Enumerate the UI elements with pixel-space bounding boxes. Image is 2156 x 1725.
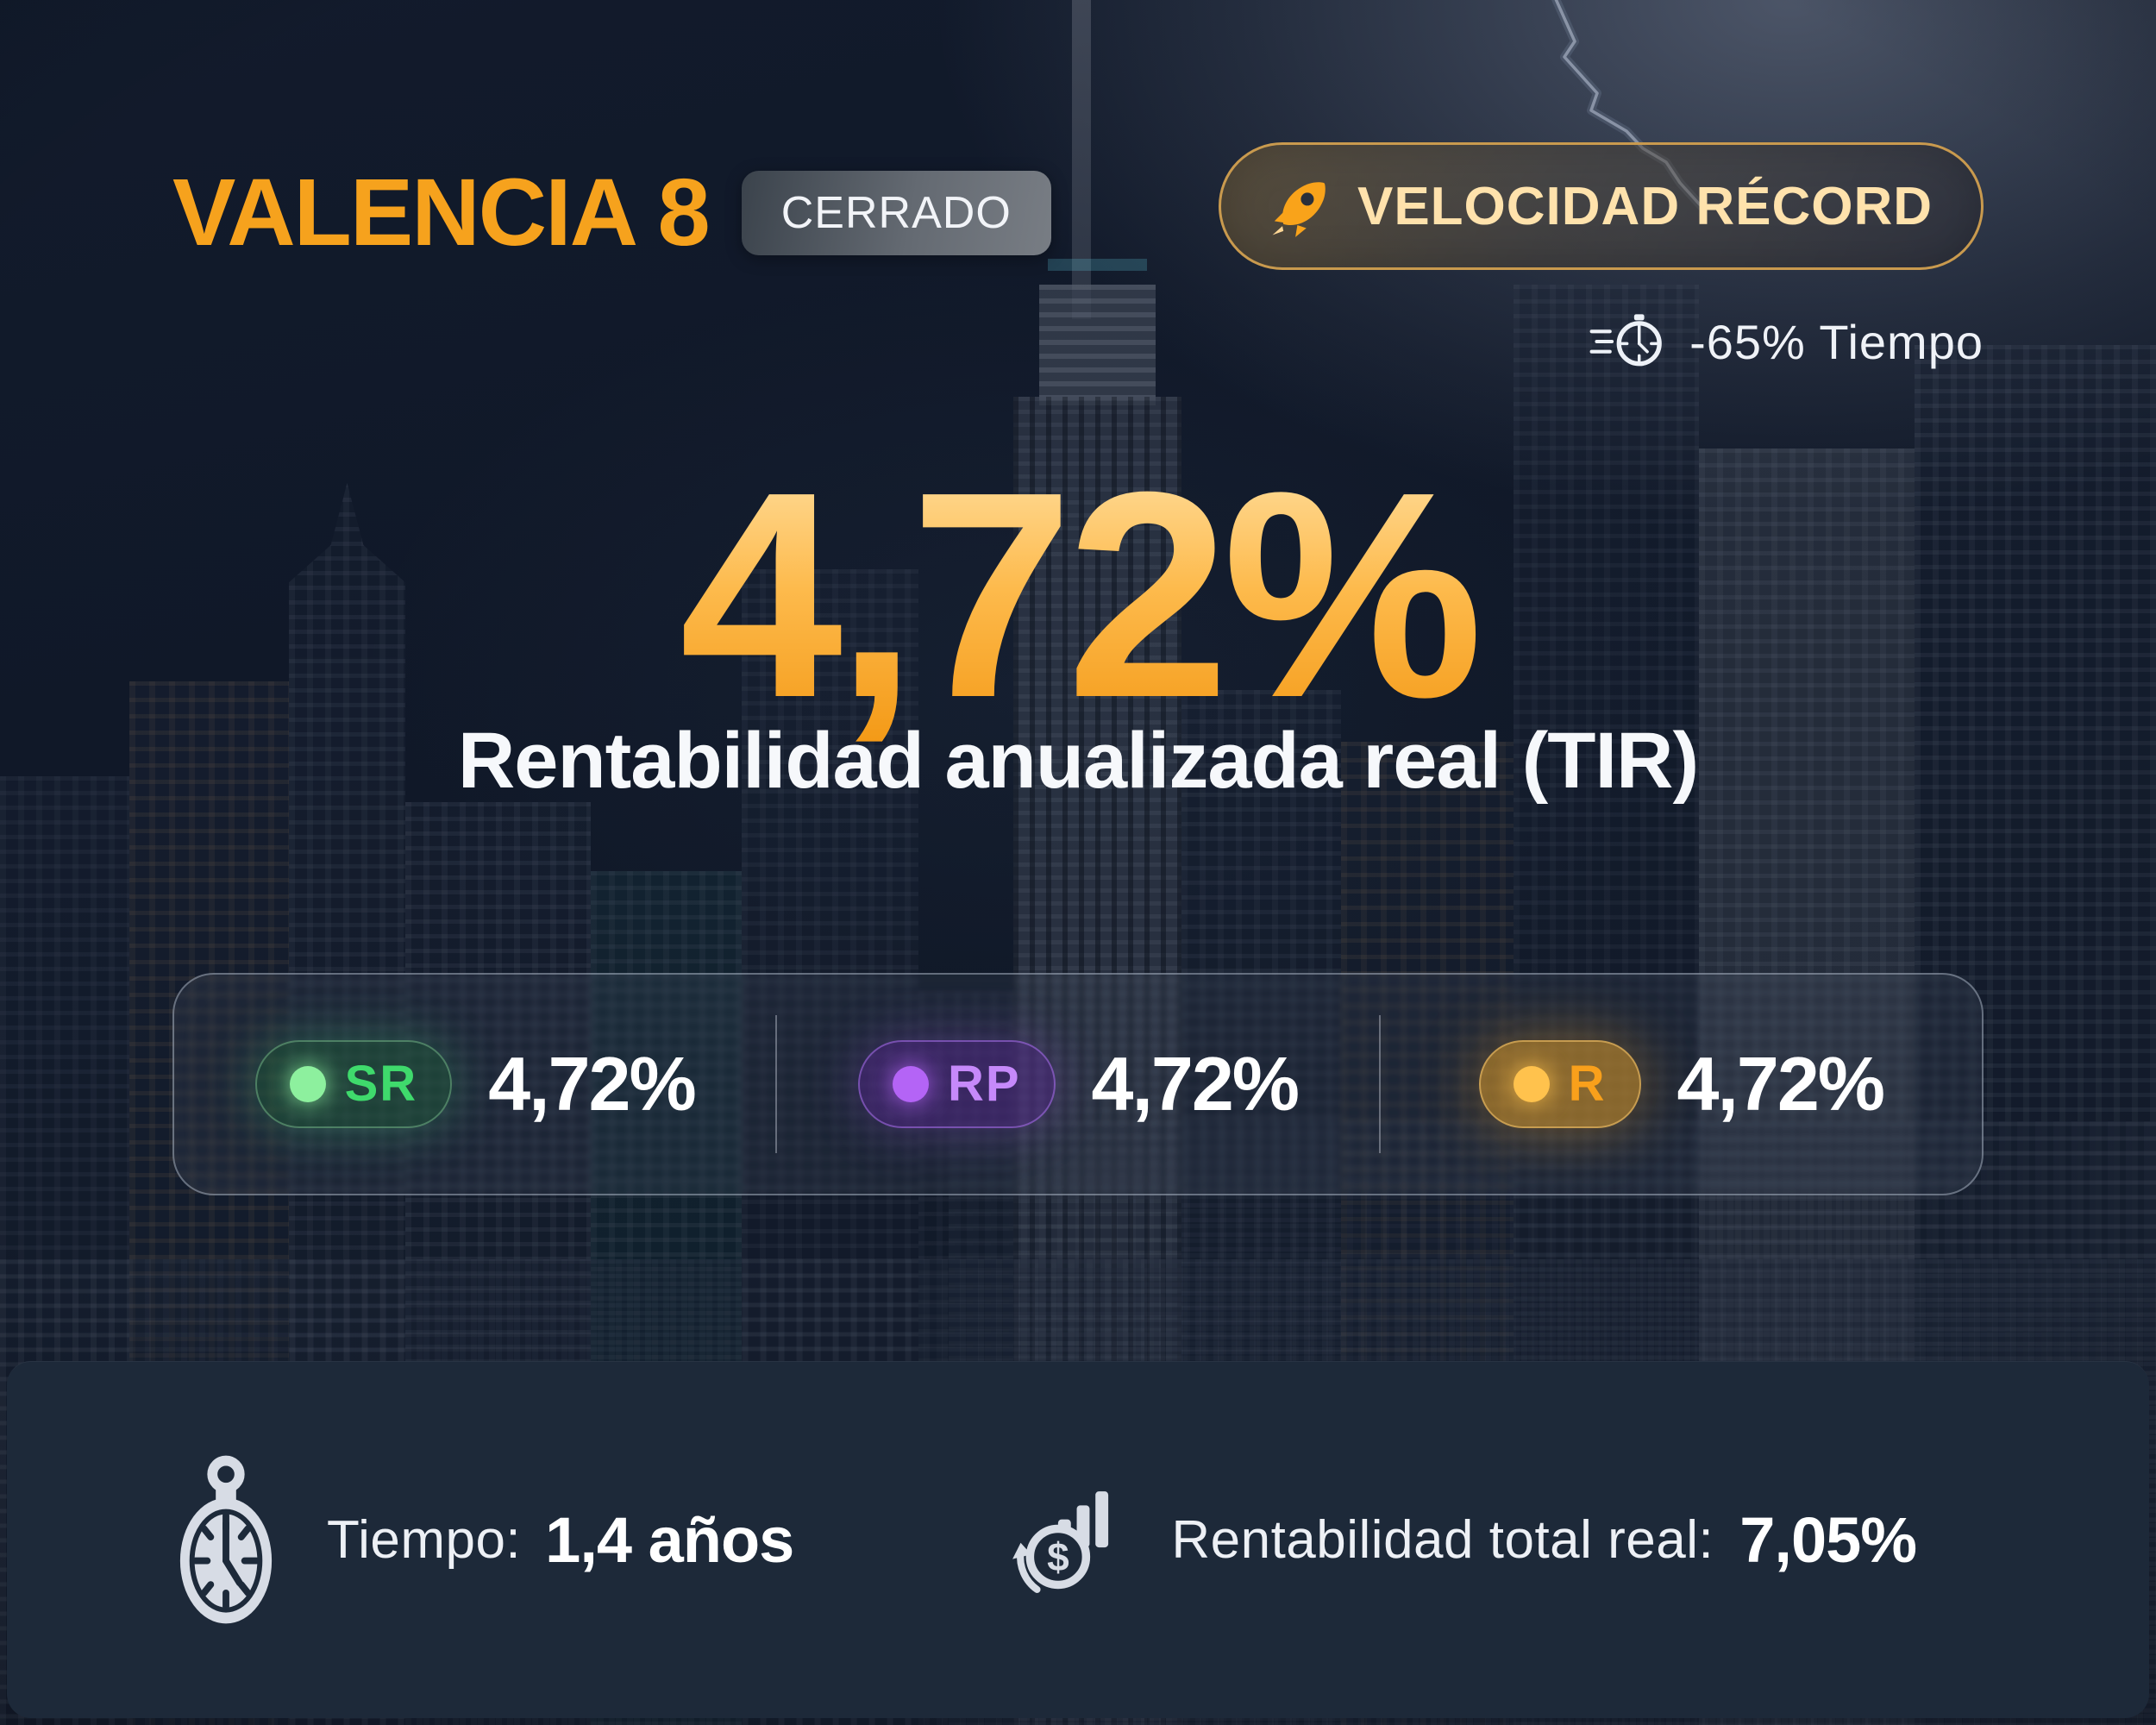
stopwatch-icon bbox=[179, 1455, 273, 1623]
r-pill: R bbox=[1478, 1040, 1641, 1128]
time-label: Tiempo: bbox=[327, 1510, 522, 1570]
divider bbox=[1378, 1015, 1381, 1153]
speed-stopwatch-icon bbox=[1589, 314, 1662, 367]
header: VALENCIA 8 CERRADO bbox=[172, 155, 1051, 271]
rp-tag: RP bbox=[947, 1056, 1021, 1112]
green-dot-icon bbox=[289, 1066, 326, 1102]
sr-tag: SR bbox=[344, 1056, 418, 1112]
time-saving-label: -65% Tiempo bbox=[1689, 314, 1984, 369]
stat-rp: RP 4,72% bbox=[777, 1040, 1378, 1128]
record-badge: VELOCIDAD RÉCORD bbox=[1218, 142, 1984, 270]
footer-panel: Tiempo: 1,4 años $ Rentabilidad total re… bbox=[7, 1361, 2149, 1718]
rp-value: 4,72% bbox=[1091, 1041, 1300, 1126]
stats-bar: SR 4,72% RP 4,72% R 4,72% bbox=[172, 973, 1984, 1195]
total-return-group: $ Rentabilidad total real: 7,05% bbox=[1009, 1484, 1917, 1596]
svg-text:$: $ bbox=[1047, 1534, 1069, 1579]
stat-sr: SR 4,72% bbox=[174, 1040, 775, 1128]
main-return-label: Rentabilidad anualizada real (TIR) bbox=[457, 717, 1699, 805]
total-return-label: Rentabilidad total real: bbox=[1171, 1510, 1714, 1570]
stat-r: R 4,72% bbox=[1381, 1040, 1982, 1128]
time-value: 1,4 años bbox=[545, 1504, 794, 1576]
rocket-icon bbox=[1272, 182, 1326, 237]
r-tag: R bbox=[1568, 1056, 1607, 1112]
project-title: VALENCIA 8 bbox=[172, 160, 711, 266]
orange-dot-icon bbox=[1513, 1066, 1550, 1102]
sr-value: 4,72% bbox=[488, 1041, 697, 1126]
status-badge: CERRADO bbox=[741, 171, 1051, 255]
sr-pill: SR bbox=[254, 1040, 453, 1128]
time-saving-row: -65% Tiempo bbox=[1589, 312, 1984, 371]
r-value: 4,72% bbox=[1677, 1041, 1886, 1126]
total-return-value: 7,05% bbox=[1739, 1504, 1917, 1576]
divider bbox=[775, 1015, 778, 1153]
purple-dot-icon bbox=[892, 1066, 929, 1102]
record-badge-label: VELOCIDAD RÉCORD bbox=[1357, 176, 1933, 236]
main-return-value: 4,72% bbox=[0, 448, 2156, 742]
time-group: Tiempo: 1,4 años bbox=[175, 1449, 794, 1632]
coin-growth-icon: $ bbox=[1012, 1490, 1109, 1593]
rp-pill: RP bbox=[857, 1040, 1056, 1128]
